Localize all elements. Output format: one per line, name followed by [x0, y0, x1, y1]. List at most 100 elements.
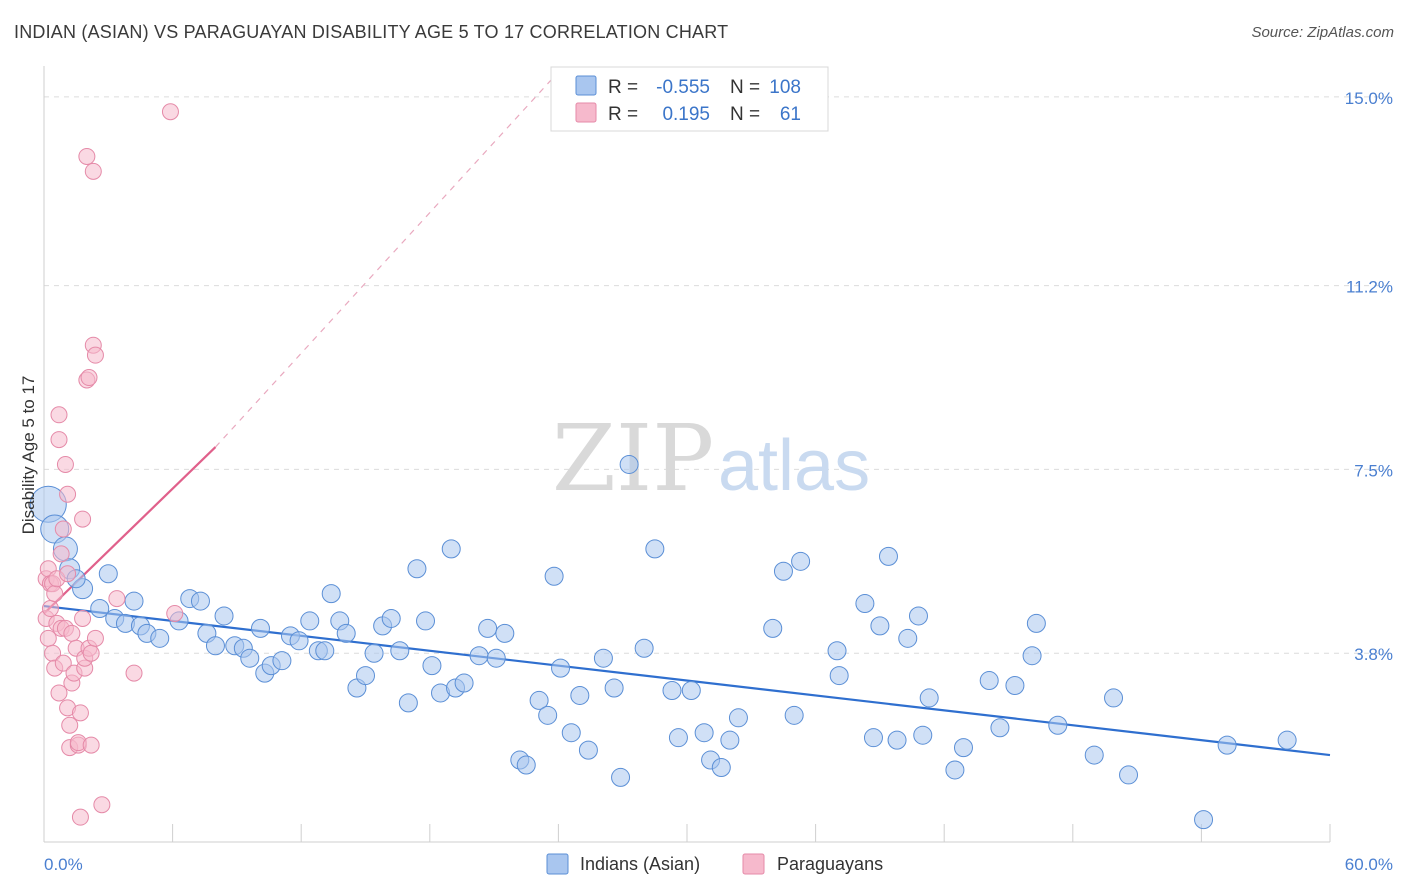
paraguayans-point [50, 684, 68, 702]
paraguayans-point [82, 736, 100, 754]
indians-point [478, 618, 498, 638]
indians-point [272, 651, 292, 671]
paraguayans-point [71, 704, 89, 722]
indians-point [578, 740, 598, 760]
indians-point [205, 636, 225, 656]
indians-point [878, 546, 898, 566]
indians-point [356, 666, 375, 686]
legend-r-label: R = [608, 77, 638, 98]
indians-point [908, 606, 928, 626]
x-tick-label: 60.0% [1345, 855, 1393, 874]
indians-point [1005, 676, 1025, 696]
indians-point [953, 738, 973, 758]
indians-point [1022, 646, 1042, 666]
indians-point [441, 539, 461, 559]
paraguayans-point [59, 485, 77, 503]
indians-point [855, 594, 875, 614]
indians-point [315, 641, 335, 661]
indians-point [1194, 810, 1214, 830]
paraguayans-point [52, 545, 70, 563]
paraguayans-point [108, 590, 126, 608]
indians-point [979, 671, 999, 691]
indians-point [150, 628, 170, 648]
y-tick-label: 7.5% [1354, 461, 1393, 480]
source-credit: Source: ZipAtlas.com [1251, 24, 1394, 41]
paraguayans-point [86, 629, 104, 647]
legend-r-label: R = [608, 104, 638, 125]
paraguayans-point [86, 346, 104, 364]
indians-point [407, 559, 427, 579]
indians-point [529, 690, 549, 710]
indians-point [289, 631, 309, 651]
indians-point [398, 693, 418, 713]
indians-point [124, 591, 144, 611]
indians-point [300, 611, 320, 631]
paraguayans-point [56, 455, 74, 473]
legend-swatch-paraguayans [742, 853, 765, 875]
y-tick-label: 11.2% [1346, 278, 1393, 297]
indians-point [1026, 613, 1046, 633]
paraguayans-point [50, 431, 68, 449]
indians-point [945, 760, 965, 780]
y-tick-label: 3.8% [1354, 645, 1393, 664]
indians-point [214, 606, 234, 626]
indians-point [381, 608, 401, 628]
indians-point [538, 705, 558, 725]
paraguayans-point [71, 808, 89, 826]
indians-point [1119, 765, 1139, 785]
indians-point [827, 641, 847, 661]
indians-point [662, 680, 682, 700]
chart-title: INDIAN (ASIAN) VS PARAGUAYAN DISABILITY … [14, 22, 729, 42]
paraguayans-point [50, 406, 68, 424]
indians-point [634, 638, 654, 658]
paraguayans-point [161, 103, 179, 121]
indians-point [1277, 730, 1297, 750]
indians-point [604, 678, 624, 698]
axes [43, 66, 1331, 843]
indians-point [336, 623, 356, 643]
paraguayans-point [41, 600, 59, 618]
paraguayans-point [84, 162, 102, 180]
legend-r-value: -0.555 [656, 77, 710, 98]
indians-point [681, 680, 701, 700]
indians-point [422, 656, 442, 676]
legend-n-label: N = [730, 104, 760, 125]
grid-lines [44, 96, 1392, 654]
x-tick-labels: 0.0% 60.0% [44, 855, 1393, 874]
indians-point [495, 623, 515, 643]
paraguayans-point [59, 565, 77, 583]
legend-swatch-indians [546, 853, 569, 875]
legend-swatch-indians [575, 75, 597, 96]
y-tick-label: 15.0% [1345, 89, 1393, 108]
paraguayans-point [78, 147, 96, 165]
indians-point [763, 618, 783, 638]
paraguayans-point [93, 796, 111, 814]
paraguayans-trend-extension [215, 71, 559, 448]
indians-point [863, 728, 883, 748]
indians-point [711, 757, 731, 777]
paraguayans-point [125, 664, 143, 682]
indians-point [454, 673, 474, 693]
y-axis-label: Disability Age 5 to 17 [19, 376, 38, 535]
indians-point [1048, 715, 1068, 735]
indians-point [990, 718, 1010, 738]
indians-point [870, 616, 890, 636]
indians-point [645, 539, 665, 559]
legend-swatch-paraguayans [575, 102, 597, 123]
watermark-atlas: atlas [718, 426, 870, 506]
indians-point [240, 648, 260, 668]
correlation-legend: R = -0.555 N = 108 R = 0.195 N = 61 [550, 66, 829, 132]
indians-point [1104, 688, 1124, 708]
indians-point [544, 566, 564, 586]
indians-point [364, 643, 384, 663]
indians-point [551, 658, 571, 678]
indians-point [321, 584, 341, 604]
indians-point [898, 628, 918, 648]
indians-point [919, 688, 939, 708]
indians-point [570, 685, 590, 705]
indians-point [190, 591, 210, 611]
indians-point [668, 728, 688, 748]
indians-point [784, 705, 804, 725]
indians-point [561, 723, 581, 743]
